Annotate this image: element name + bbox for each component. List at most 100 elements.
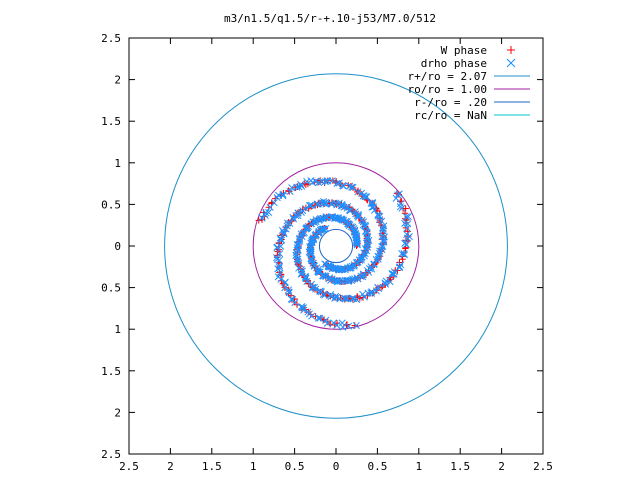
series-1-point-276 — [321, 178, 329, 186]
series-1-point-61 — [297, 230, 305, 238]
series-1-point-91 — [312, 285, 320, 293]
series-1-point-439 — [308, 312, 316, 320]
series-1-point-209 — [336, 277, 344, 285]
series-1-point-413 — [273, 244, 281, 252]
x-tick-label-6: 0.5 — [367, 460, 387, 473]
series-1-point-170 — [308, 238, 316, 247]
axis-ticks: 2.5 2 1.5 1 0.5 0 0.5 1 1.5 2 2.52.521.510.500.511… — [101, 32, 553, 473]
series-1-point-86 — [303, 277, 311, 285]
series-1-point-232 — [374, 255, 382, 263]
series-1-point-441 — [314, 314, 322, 322]
series-1-point-253 — [374, 212, 382, 220]
series-1-point-216 — [349, 275, 357, 283]
y-tick-label-0: 2.5 — [101, 448, 121, 461]
series-1-point-118 — [374, 284, 383, 293]
series-1-point-271 — [335, 179, 343, 187]
series-1-point-294 — [266, 203, 274, 211]
series-1-point-77 — [295, 259, 303, 267]
series-1-point-444 — [333, 321, 341, 329]
series-1-point-219 — [353, 274, 361, 282]
series-1-point-396 — [294, 212, 302, 220]
chart-title: m3/n1.5/q1.5/r-+.10-j53/M7.0/512 — [224, 12, 436, 25]
series-1-point-287 — [288, 184, 296, 192]
series-1-point-115 — [367, 289, 375, 297]
series-1-point-440 — [316, 314, 324, 322]
circle-1 — [252, 162, 420, 330]
series-1-point-389 — [307, 201, 315, 209]
legend-marker-1 — [506, 58, 516, 68]
series-1-point-288 — [286, 187, 294, 196]
series-1-point-431 — [288, 296, 297, 304]
series-1-point-104 — [340, 294, 348, 302]
series-1-point-447 — [339, 323, 347, 331]
series-1-point-122 — [386, 278, 394, 286]
series-1-point-230 — [370, 260, 378, 268]
series-1-point-403 — [283, 219, 292, 227]
series-1-point-400 — [289, 215, 298, 223]
series-1-point-135 — [401, 239, 409, 247]
series-1-point-405 — [280, 229, 288, 237]
series-1-point-264 — [357, 189, 366, 197]
x-tick-label-5: 0 — [333, 460, 340, 473]
series-1-point-292 — [273, 194, 281, 202]
x-tick-label-0: 2.5 — [119, 460, 139, 473]
series-1-point-445 — [330, 319, 338, 327]
series-1-point-142 — [402, 213, 410, 221]
x-tick-label-10: 2.5 — [533, 460, 553, 473]
series-0-point-128 — [396, 259, 403, 266]
y-tick-label-10: 2.5 — [101, 32, 121, 45]
series-1-point-194 — [315, 268, 323, 277]
series-1-point-250 — [375, 216, 384, 224]
legend-label-2: r+/ro = 2.07 — [408, 70, 487, 83]
series-1-point-132 — [400, 250, 408, 258]
series-1-point-76 — [294, 257, 302, 265]
series-1-point-37 — [329, 213, 337, 221]
series-1-point-259 — [367, 199, 375, 207]
series-1-point-272 — [333, 179, 341, 187]
series-1-point-217 — [351, 275, 359, 283]
series-1-point-406 — [278, 226, 286, 234]
series-1-point-197 — [319, 272, 327, 280]
series-1-point-147 — [392, 194, 400, 202]
y-tick-label-2: 1.5 — [101, 365, 121, 378]
series-1-point-367 — [352, 210, 360, 218]
series-1-point-239 — [379, 242, 387, 251]
series-1-point-121 — [381, 280, 390, 288]
series-1-point-96 — [321, 291, 329, 299]
y-tick-label-9: 2 — [114, 74, 121, 87]
y-tick-label-4: 0.5 — [101, 282, 121, 295]
series-1-point-138 — [403, 230, 411, 238]
legend-label-1: drho phase — [421, 57, 487, 70]
series-1-point-238 — [378, 243, 386, 251]
series-1-point-284 — [295, 183, 303, 191]
y-tick-label-5: 0 — [114, 240, 121, 253]
series-1-point-145 — [396, 203, 404, 211]
circle-0 — [164, 73, 508, 419]
series-1-point-83 — [301, 272, 310, 280]
x-tick-label-1: 2 — [167, 460, 174, 473]
radius-circles — [164, 73, 508, 419]
legend-label-5: rc/ro = NaN — [414, 109, 487, 122]
series-1-point-109 — [352, 295, 361, 304]
series-1-point-62 — [296, 234, 304, 242]
series-1-point-443 — [323, 319, 331, 327]
x-tick-label-7: 1 — [415, 460, 422, 473]
series-1-point-297 — [261, 211, 269, 220]
y-tick-label-3: 1 — [114, 323, 121, 336]
series-1-point-449 — [352, 321, 360, 330]
series-1-point-427 — [284, 286, 293, 294]
series-0-point-145 — [402, 205, 409, 212]
series-1-point-404 — [282, 225, 290, 233]
series-1-point-243 — [378, 232, 386, 240]
series-1-point-432 — [291, 299, 299, 307]
series-0-point-256 — [372, 204, 380, 212]
series-1-point-384 — [320, 199, 328, 207]
series-1-point-123 — [390, 270, 398, 278]
series-0-point-292 — [272, 195, 279, 202]
y-tick-label-6: 0.5 — [101, 198, 121, 211]
series-1-point-143 — [404, 213, 412, 221]
y-tick-label-1: 2 — [114, 406, 121, 419]
series-1-point-387 — [314, 200, 322, 208]
